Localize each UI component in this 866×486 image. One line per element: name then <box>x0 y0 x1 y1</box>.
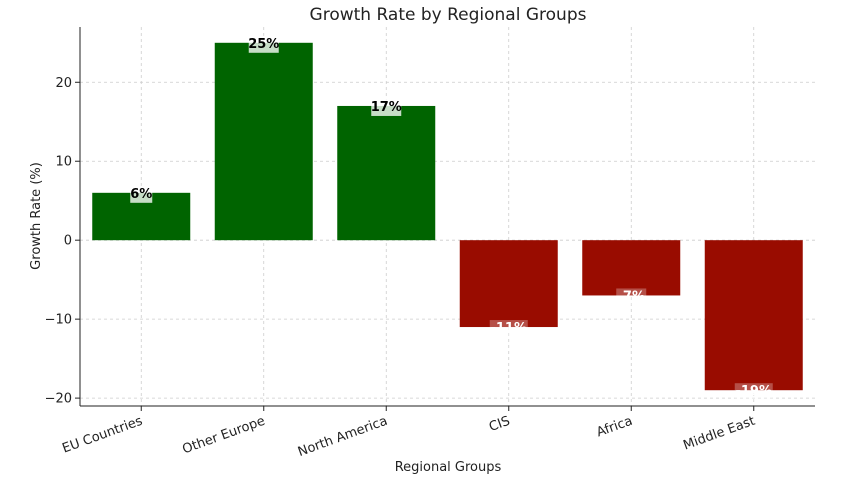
bar-label-box <box>130 185 153 203</box>
y-tick-label: −10 <box>45 313 72 328</box>
bar-value-label: -7% <box>618 289 645 304</box>
bar <box>214 42 313 241</box>
bar-label-box <box>616 288 647 306</box>
y-tick-label: 20 <box>55 76 72 91</box>
grid <box>80 27 815 406</box>
x-axis-ticks: EU Countries Other Europe North America CIS… <box>60 406 757 460</box>
bar-value-label: 17% <box>371 100 402 115</box>
bar-label-box <box>734 383 773 401</box>
x-tick-label: Africa <box>595 414 635 441</box>
y-tick-label: 0 <box>64 234 72 249</box>
y-axis-label: Growth Rate (%) <box>29 162 44 270</box>
y-tick-label: 10 <box>55 155 72 170</box>
x-tick-label: Other Europe <box>180 414 267 458</box>
bar <box>582 240 681 296</box>
bar-value-label: 25% <box>248 37 279 52</box>
bar <box>704 240 803 391</box>
bar-label-box <box>371 98 402 116</box>
y-tick-label: −20 <box>45 392 72 407</box>
x-axis-label: Regional Groups <box>395 460 502 475</box>
x-tick-label: Middle East <box>681 414 757 454</box>
bar <box>337 105 436 241</box>
x-tick-label: CIS <box>487 414 512 435</box>
bar-value-label: -19% <box>735 384 772 399</box>
bar-label-box <box>489 320 528 338</box>
bar-value-label: -11% <box>490 321 527 336</box>
bar-label-box <box>248 35 279 53</box>
x-tick-label: EU Countries <box>60 414 144 457</box>
bar-labels: 6% 25% 17% -11% -7% -19% <box>130 35 773 401</box>
bar <box>459 240 558 328</box>
bar-value-label: 6% <box>130 187 152 202</box>
y-axis-ticks: −20 −10 0 10 20 <box>45 76 80 407</box>
bars <box>92 42 803 391</box>
chart-title: Growth Rate by Regional Groups <box>310 5 587 25</box>
x-tick-label: North America <box>296 414 390 460</box>
